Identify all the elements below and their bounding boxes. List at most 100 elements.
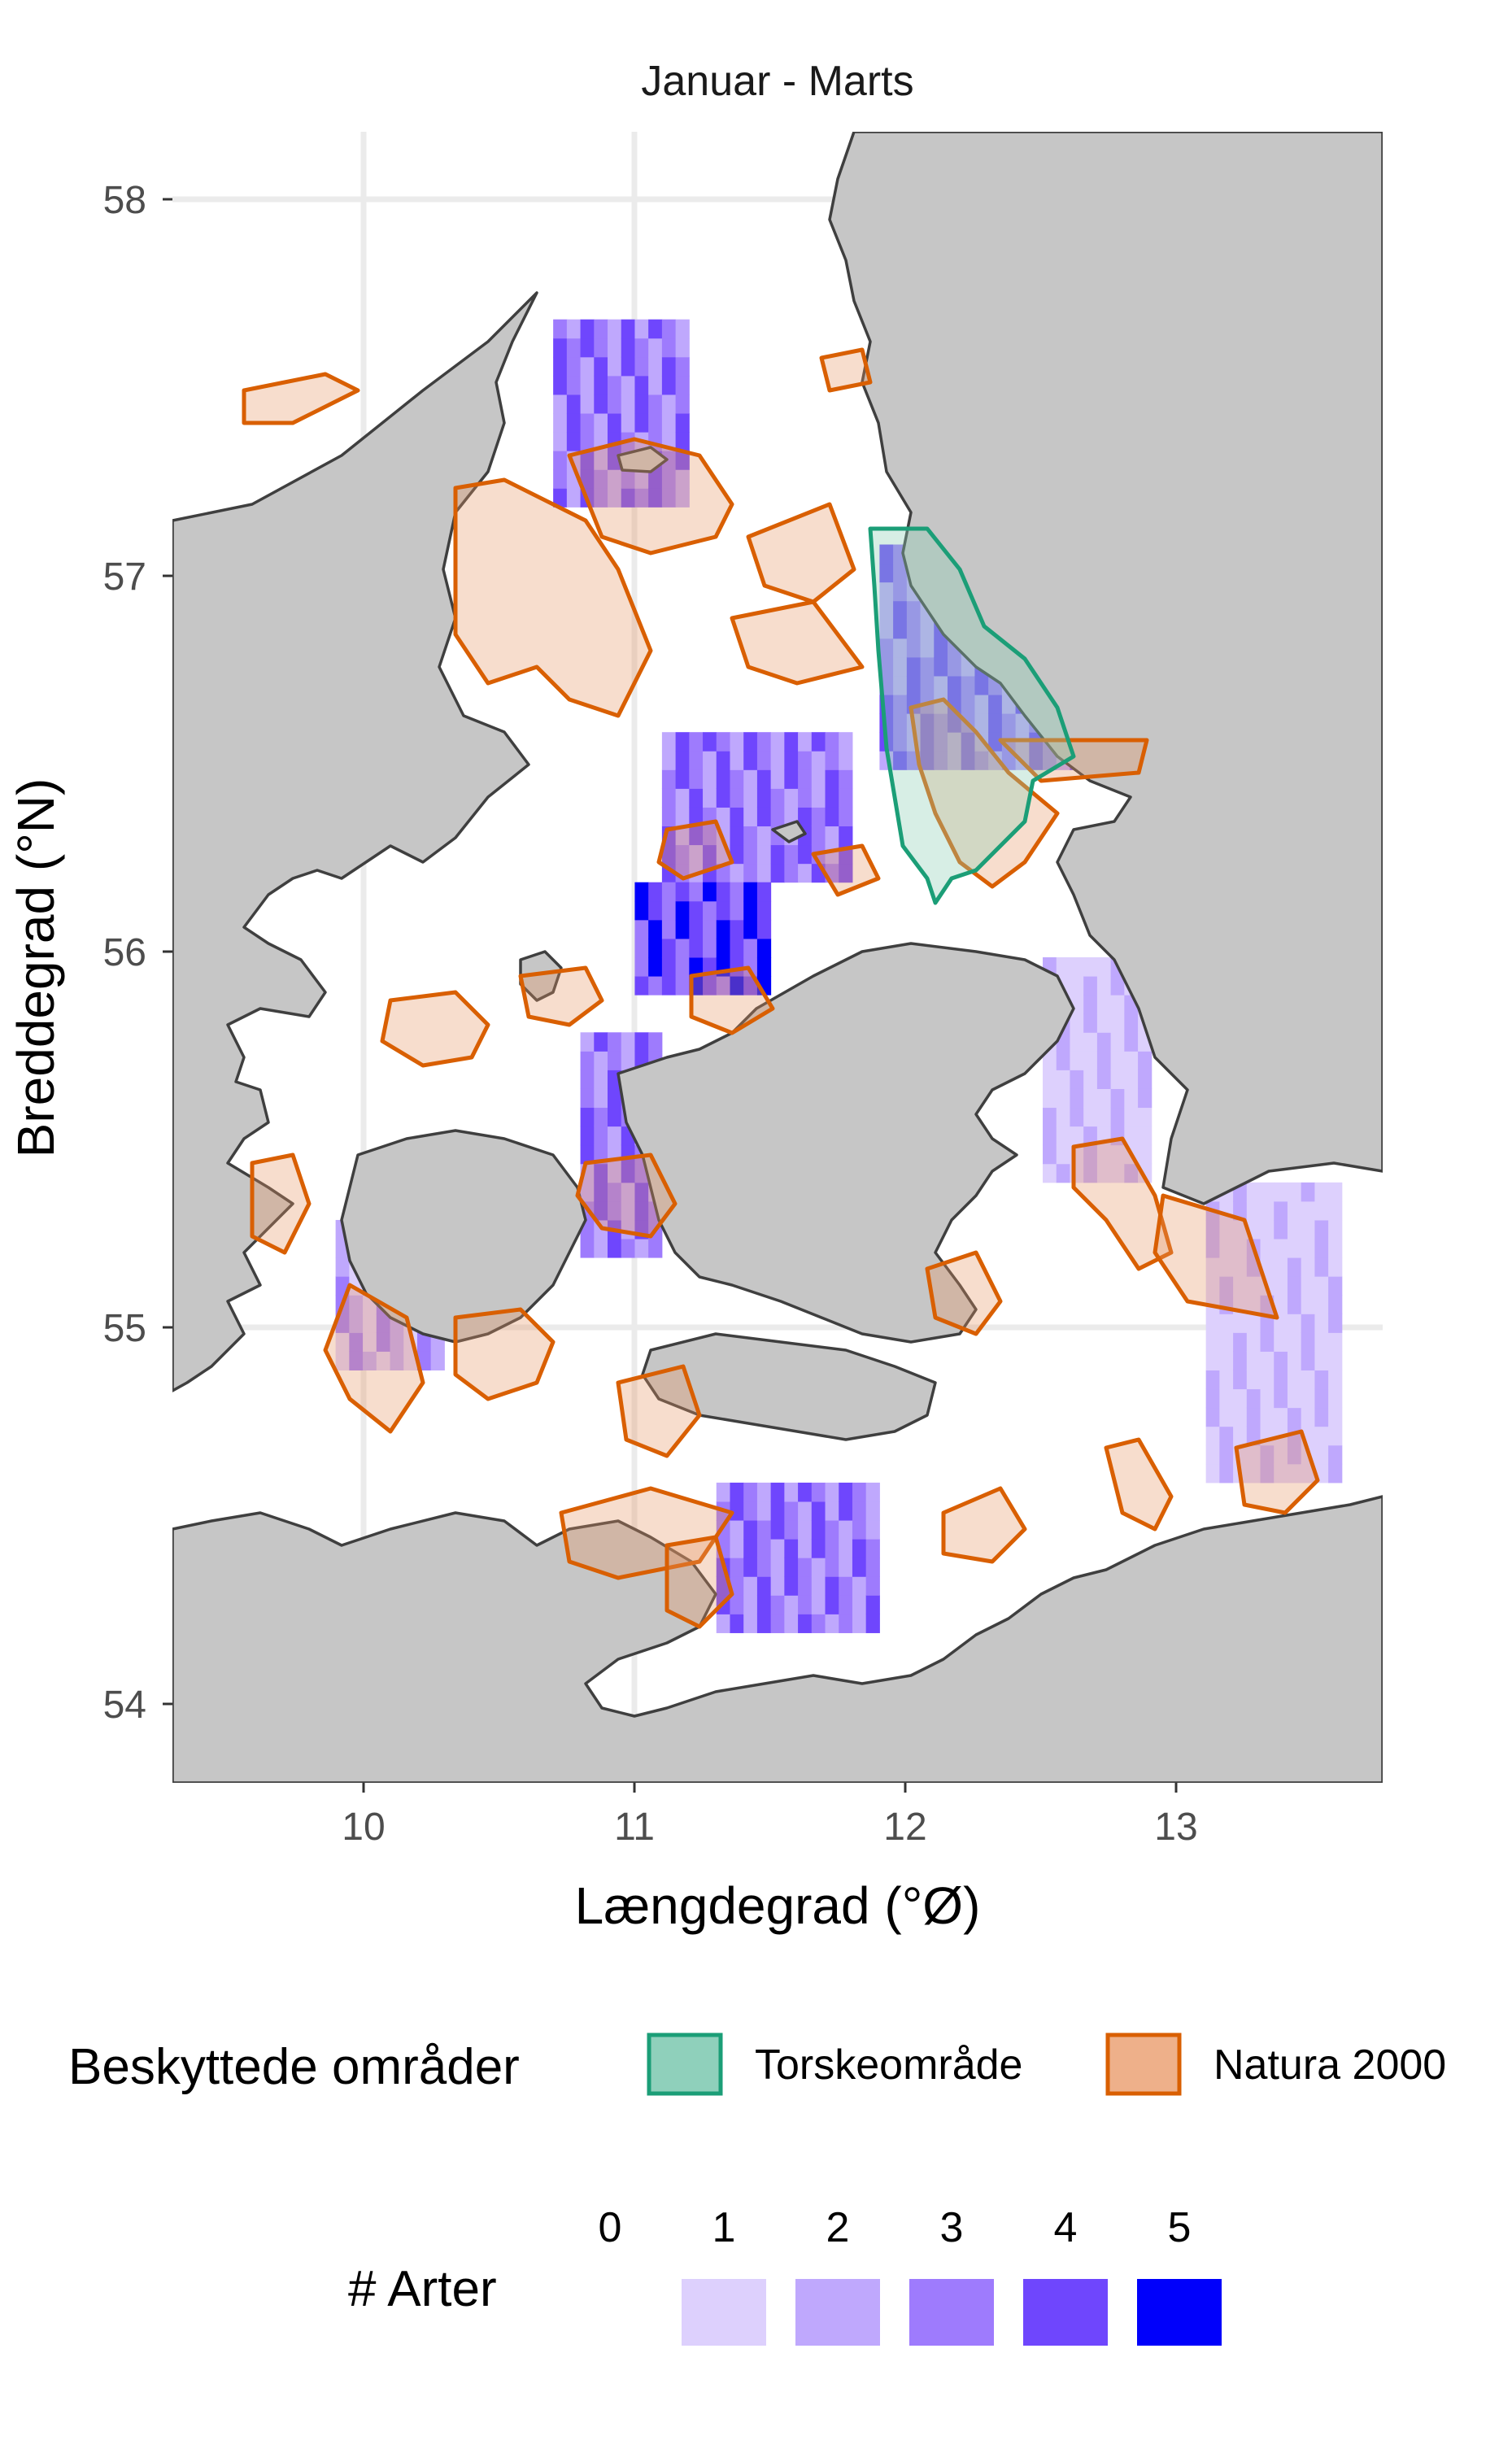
heat-cell <box>1314 1426 1329 1446</box>
heat-cell <box>798 788 813 808</box>
heat-cell <box>920 638 935 658</box>
heat-cell <box>1070 1051 1084 1070</box>
heat-cell <box>784 1520 799 1540</box>
heat-cell <box>675 769 690 789</box>
heat-cell <box>756 751 772 770</box>
legend-protected-title: Beskyttede områder <box>68 2039 520 2095</box>
heat-cell <box>825 1539 839 1558</box>
natura-area <box>811 843 881 897</box>
heat-cell <box>798 1614 813 1633</box>
heat-cell <box>675 394 690 414</box>
heat-cell <box>1124 1107 1139 1127</box>
heat-cell <box>743 1539 758 1558</box>
heat-cell <box>1070 1032 1084 1052</box>
heat-cell <box>730 1558 744 1577</box>
heat-cell <box>566 432 582 451</box>
natura-area <box>941 1486 1027 1564</box>
heat-cell <box>634 488 649 508</box>
heat-cell <box>634 394 649 414</box>
heat-cell <box>756 1576 772 1596</box>
heat-cell <box>730 807 744 827</box>
heat-cell <box>703 900 717 921</box>
heat-cell <box>798 1520 813 1540</box>
heat-cell <box>335 1332 350 1352</box>
heat-cell <box>390 1351 404 1370</box>
natura-area <box>730 599 865 686</box>
heat-cell <box>1287 1463 1302 1484</box>
heat-cell <box>1274 1351 1288 1370</box>
heat-cell <box>730 863 744 883</box>
heat-cell <box>1083 1051 1098 1070</box>
heat-cell <box>1096 1013 1112 1033</box>
heat-cell <box>689 751 704 770</box>
heat-cell <box>1056 1051 1070 1070</box>
heat-cell <box>784 1501 799 1521</box>
heat-cell <box>553 375 568 395</box>
heat-cell <box>1328 1276 1343 1296</box>
heat-cell <box>825 1558 839 1577</box>
heat-cell <box>608 488 622 508</box>
heat-cell <box>1287 1351 1302 1370</box>
heat-cell <box>1219 1219 1234 1240</box>
heat-cell <box>349 1332 364 1352</box>
x-axis-title: Længdegrad (°Ø) <box>575 1876 981 1935</box>
heat-cell <box>730 1482 744 1502</box>
heat-cell <box>1328 1444 1343 1465</box>
heat-cell <box>634 375 649 395</box>
heat-cell <box>756 863 772 883</box>
heat-cell <box>825 1576 839 1596</box>
heat-cell <box>756 938 772 958</box>
heat-cell <box>594 1163 608 1183</box>
heat-cell <box>648 488 663 508</box>
natura-2000-areas <box>242 347 1320 1629</box>
heat-cell <box>1043 1088 1057 1109</box>
heat-cell <box>1314 1182 1329 1202</box>
heat-cell <box>743 788 758 808</box>
heat-cell <box>852 1558 867 1577</box>
heat-cell <box>634 919 649 939</box>
heat-cell <box>893 732 908 752</box>
heat-cell <box>1246 1463 1261 1484</box>
heat-cell <box>1070 1088 1084 1109</box>
heat-cell <box>661 751 677 770</box>
heat-cell <box>608 319 622 339</box>
y-tick-label: 57 <box>103 556 146 599</box>
heat-cell <box>1328 1295 1343 1314</box>
heat-cell <box>675 938 690 958</box>
heat-cell <box>1260 1407 1275 1427</box>
heat-cell <box>743 1482 758 1502</box>
natura-area <box>559 1486 734 1580</box>
natura-area <box>819 347 873 393</box>
heat-cell <box>1219 1407 1234 1427</box>
heat-cell <box>634 900 649 921</box>
heat-cell <box>716 1482 730 1502</box>
heat-cell <box>566 488 582 508</box>
heat-cell <box>770 1576 785 1596</box>
heat-cell <box>716 769 730 789</box>
heat-cell <box>661 375 677 395</box>
heat-cell <box>1219 1370 1234 1390</box>
heat-cell <box>675 844 690 865</box>
heat-cell <box>893 675 908 695</box>
heat-cell <box>865 1482 880 1502</box>
heat-cell <box>811 1576 826 1596</box>
heat-cell <box>798 1501 813 1521</box>
heat-cell <box>893 751 908 770</box>
heat-cell <box>648 375 663 395</box>
heat-cell <box>811 807 826 827</box>
heat-cell <box>730 1576 744 1596</box>
heat-cell <box>621 1032 635 1052</box>
heat-cell <box>661 807 677 827</box>
heat-cell <box>893 582 908 602</box>
heat-cell <box>1328 1239 1343 1258</box>
heat-cell <box>648 469 663 489</box>
heat-cell <box>988 751 1003 770</box>
heat-cell <box>730 1614 744 1633</box>
heat-cell <box>743 769 758 789</box>
heat-cell <box>1219 1426 1234 1446</box>
heat-cell <box>1246 1295 1261 1314</box>
heat-cell <box>1070 957 1084 977</box>
heat-cell <box>608 1088 622 1109</box>
heat-cell <box>608 413 622 433</box>
heat-cell <box>879 638 894 658</box>
